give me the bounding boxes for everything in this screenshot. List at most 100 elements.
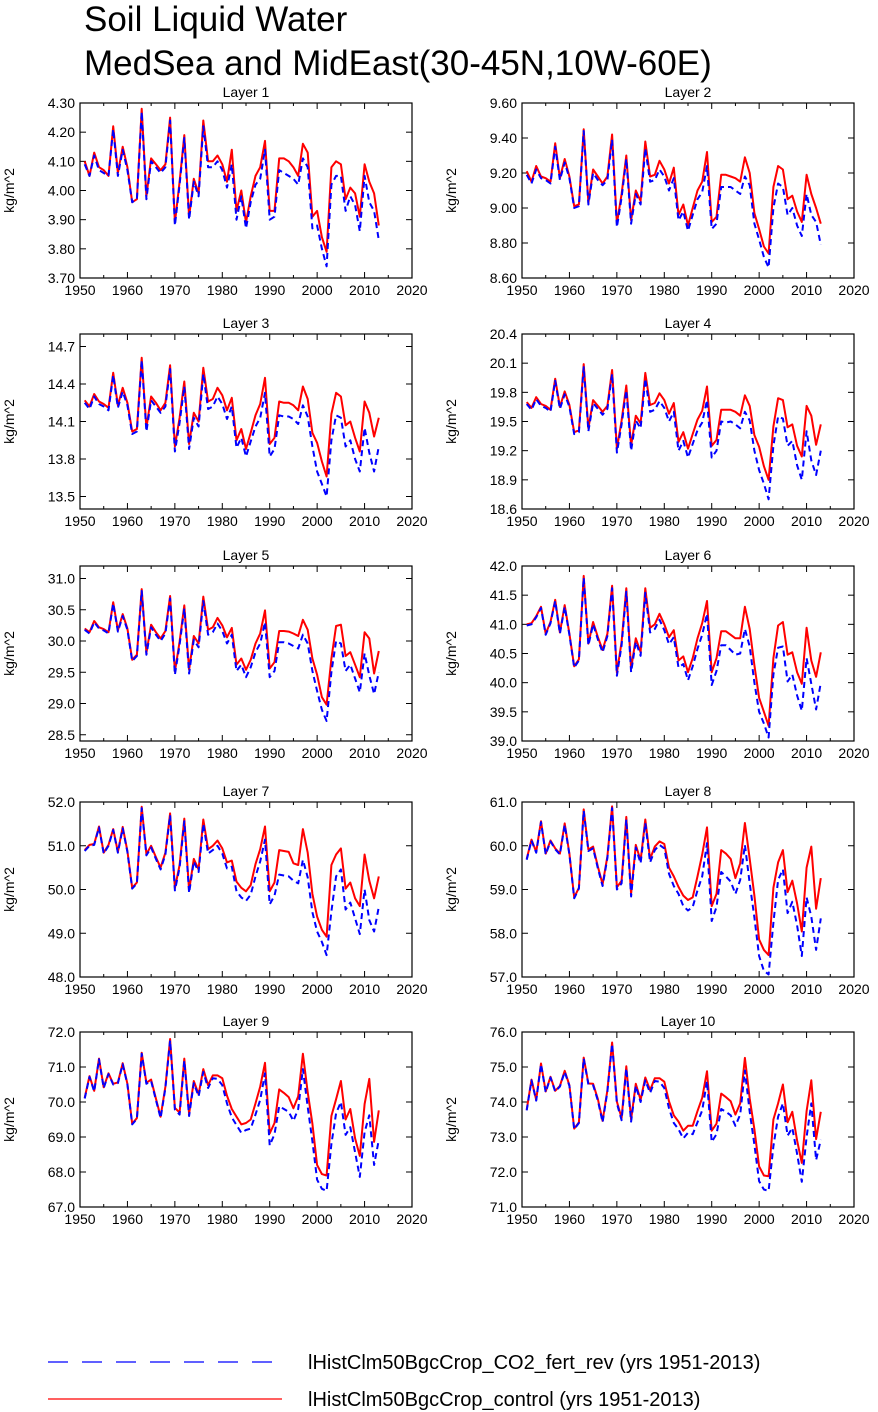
y-axis-label: kg/m^2	[443, 631, 459, 676]
y-tick-label: 30.5	[48, 602, 75, 618]
plot-frame	[521, 1031, 855, 1208]
y-axis-label: kg/m^2	[1, 867, 17, 912]
y-tick-label: 41.0	[490, 616, 517, 632]
y-tick-label: 50.0	[48, 882, 75, 898]
y-tick-label: 76.0	[490, 1024, 517, 1040]
x-tick-label: 2010	[791, 981, 822, 997]
y-tick-label: 60.0	[490, 838, 517, 854]
series-line-co2-fert-rev	[83, 110, 380, 268]
x-tick-label: 1990	[696, 981, 727, 997]
plot-frame	[79, 565, 413, 742]
y-tick-label: 14.1	[48, 414, 75, 430]
x-tick-label: 2010	[349, 1211, 380, 1227]
x-tick-label: 1970	[159, 513, 190, 529]
y-tick-label: 40.5	[490, 646, 517, 662]
y-tick-label: 48.0	[48, 969, 75, 985]
x-tick-label: 1960	[554, 1211, 585, 1227]
x-tick-label: 1980	[207, 282, 238, 298]
y-tick-label: 71.0	[48, 1059, 75, 1075]
y-tick-label: 49.0	[48, 925, 75, 941]
y-tick-label: 19.2	[490, 443, 517, 459]
y-tick-label: 3.80	[48, 241, 75, 257]
y-axis-label: kg/m^2	[443, 168, 459, 213]
x-tick-label: 1950	[506, 745, 537, 761]
y-tick-label: 18.9	[490, 472, 517, 488]
x-tick-label: 1960	[112, 1211, 143, 1227]
panel-layer-4: Layer 4 kg/m^2 1950 1960 1970 1980 1990 2000 201…	[443, 315, 870, 529]
x-tick-label: 2010	[349, 745, 380, 761]
y-tick-label: 13.8	[48, 451, 75, 467]
y-tick-label: 57.0	[490, 969, 517, 985]
plot-frame	[521, 565, 855, 742]
x-tick-label: 2000	[744, 282, 775, 298]
x-tick-label: 2010	[791, 513, 822, 529]
y-tick-label: 71.0	[490, 1199, 517, 1215]
series-line-co2-fert-rev	[525, 807, 822, 976]
y-axis-label: kg/m^2	[1, 168, 17, 213]
series-line-co2-fert-rev	[525, 1042, 822, 1192]
x-tick-label: 2010	[791, 745, 822, 761]
y-tick-label: 9.60	[490, 95, 517, 111]
x-tick-label: 1970	[159, 1211, 190, 1227]
x-tick-label: 2000	[302, 282, 333, 298]
y-tick-label: 9.00	[490, 200, 517, 216]
y-tick-label: 14.7	[48, 339, 75, 355]
x-tick-label: 1950	[64, 1211, 95, 1227]
series-line-control	[525, 805, 822, 957]
x-tick-label: 1990	[696, 513, 727, 529]
x-tick-label: 1990	[254, 513, 285, 529]
panel-title: Layer 5	[223, 547, 270, 563]
x-tick-label: 1950	[506, 282, 537, 298]
x-tick-label: 2010	[791, 1211, 822, 1227]
x-tick-label: 2010	[349, 282, 380, 298]
legend-label: lHistClm50BgcCrop_CO2_fert_rev (yrs 1951…	[308, 1352, 760, 1374]
panel-layer-7: Layer 7 kg/m^2 1950 1960 1970 1980 1990 2000 201…	[1, 783, 428, 997]
y-tick-label: 4.10	[48, 153, 75, 169]
x-tick-label: 1980	[649, 745, 680, 761]
plot-frame	[79, 102, 413, 279]
y-tick-label: 72.0	[490, 1164, 517, 1180]
panel-layer-5: Layer 5 kg/m^2 1950 1960 1970 1980 1990 2000 201…	[1, 547, 428, 761]
x-tick-label: 2000	[302, 981, 333, 997]
panel-title: Layer 4	[665, 315, 712, 331]
y-tick-label: 4.20	[48, 124, 75, 140]
y-tick-label: 30.0	[48, 633, 75, 649]
x-tick-label: 1970	[159, 282, 190, 298]
panel-title: Layer 10	[661, 1013, 716, 1029]
panel-layer-9: Layer 9 kg/m^2 1950 1960 1970 1980 1990 2000 201…	[1, 1013, 428, 1227]
y-tick-label: 39.0	[490, 733, 517, 749]
y-tick-label: 8.60	[490, 270, 517, 286]
y-tick-label: 70.0	[48, 1094, 75, 1110]
series-line-co2-fert-rev	[84, 590, 380, 722]
plot-frame	[521, 801, 855, 978]
x-tick-label: 2020	[838, 745, 869, 761]
plot-frame	[79, 333, 413, 510]
y-tick-label: 28.5	[48, 727, 75, 743]
x-tick-label: 1980	[649, 981, 680, 997]
y-tick-label: 40.0	[490, 675, 517, 691]
x-tick-label: 2020	[838, 981, 869, 997]
y-axis-label: kg/m^2	[443, 867, 459, 912]
y-tick-label: 73.0	[490, 1129, 517, 1145]
x-tick-label: 2020	[838, 282, 869, 298]
x-tick-label: 1990	[254, 981, 285, 997]
y-tick-label: 31.0	[48, 571, 75, 587]
y-tick-label: 42.0	[490, 558, 517, 574]
x-tick-label: 1960	[112, 282, 143, 298]
plot-frame	[521, 102, 855, 279]
x-tick-label: 1960	[554, 282, 585, 298]
series-line-control	[525, 128, 822, 255]
series-line-control	[83, 356, 380, 478]
y-tick-label: 29.5	[48, 664, 75, 680]
y-tick-label: 52.0	[48, 794, 75, 810]
x-tick-label: 1950	[506, 1211, 537, 1227]
series-line-co2-fert-rev	[525, 130, 822, 269]
x-tick-label: 2000	[744, 513, 775, 529]
series-line-co2-fert-rev	[525, 366, 822, 501]
series-line-control	[525, 363, 822, 481]
x-tick-label: 2020	[838, 513, 869, 529]
x-tick-label: 1980	[207, 981, 238, 997]
panel-title: Layer 2	[665, 84, 712, 100]
panel-layer-10: Layer 10 kg/m^2 1950 1960 1970 1980 1990 2000 20…	[443, 1013, 870, 1227]
